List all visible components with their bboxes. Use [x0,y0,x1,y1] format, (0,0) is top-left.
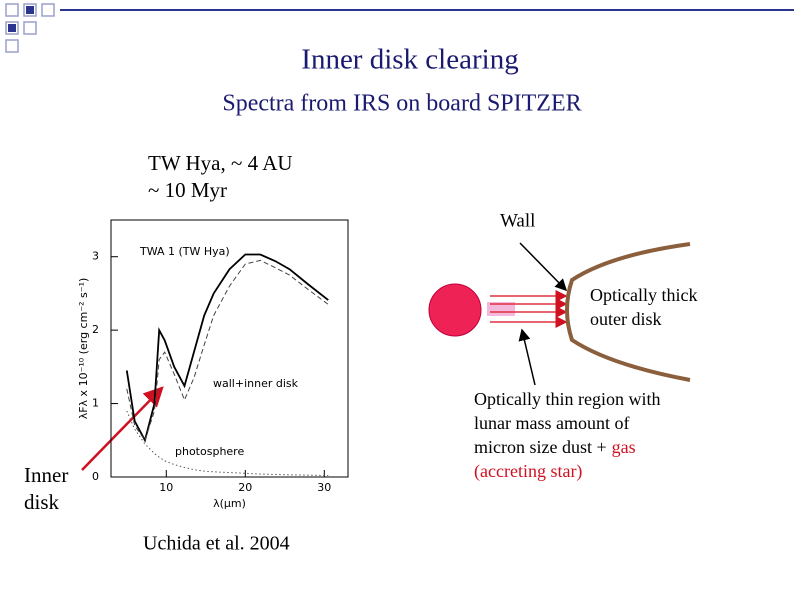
corner-decoration [5,3,55,53]
y-tick-label: 0 [92,470,99,483]
wall-arrow [519,242,568,292]
y-tick-label: 3 [92,250,99,263]
y-tick-label: 1 [92,397,99,410]
plot-annotation: photosphere [175,445,244,458]
series-line [126,259,329,442]
radiation-arrows [490,290,568,328]
outer-label: outer disk [590,309,662,329]
object-line: ~ 10 Myr [148,178,227,202]
wall-label: Wall [500,210,535,231]
plot-annotation: wall+inner disk [213,377,299,390]
object-line: TW Hya, ~ 4 AU [148,151,293,175]
thin-label: lunar mass amount of [474,413,629,433]
y-axis-label: λFλ x 10⁻¹⁰ (erg cm⁻² s⁻¹) [77,278,90,420]
plot-frame [110,219,349,478]
slide-subtitle: Spectra from IRS on board SPITZER [222,91,581,117]
y-tick-label: 2 [92,323,99,336]
inner-disk-label: Inner [24,463,68,487]
series-line [126,410,329,477]
plot-annotation: TWA 1 (TW Hya) [139,245,230,258]
spectrum-plot: 10 20 30 0 1 2 3 λ(μm) λFλ x 10⁻¹⁰ (erg cm⁻² s⁻¹… [77,219,349,510]
inner-disk-arrow [81,386,164,471]
x-tick-label: 10 [159,481,173,494]
star [428,283,482,337]
outer-disk [565,242,691,382]
x-tick-label: 20 [238,481,252,494]
accreting-text: (accreting star) [474,461,582,482]
inner-disk-label: disk [24,490,60,514]
thin-label-line: micron size dust + gas [474,437,636,457]
corner-fill [8,6,34,32]
gas-text: gas [612,437,636,457]
thin-label: Optically thin region with [474,389,660,409]
citation: Uchida et al. 2004 [143,533,290,555]
outer-label: Optically thick [590,285,697,305]
x-axis-label: λ(μm) [213,497,246,510]
thin-arrow [518,328,536,386]
series-line [125,253,329,443]
slide-title: Inner disk clearing [301,44,518,76]
x-tick-label: 30 [317,481,331,494]
dust-text: micron size dust + [474,437,607,457]
